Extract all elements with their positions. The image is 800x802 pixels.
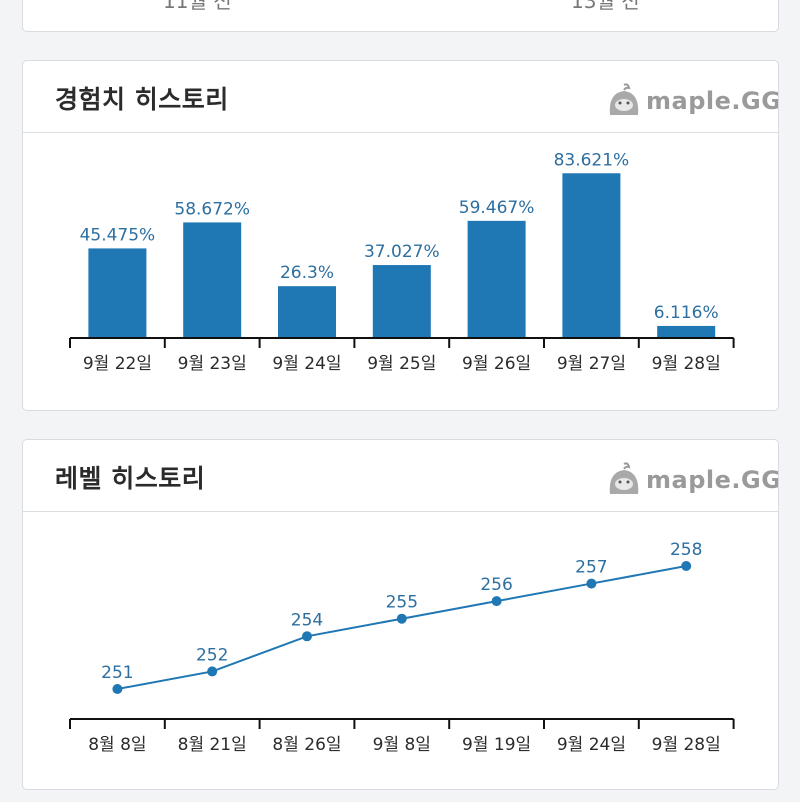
point-value-label: 258 [670, 540, 702, 560]
previous-card-left-label: 11월 전 [163, 0, 232, 13]
bar [183, 222, 242, 338]
maple-gg-logo: maple.GG [604, 81, 778, 121]
x-tick-label: 8월 26일 [272, 735, 341, 755]
level-history-card: 레벨 히스토리 maple.GG 251 252 254 255 256 257 258 8월… [22, 439, 779, 790]
maple-gg-logo: maple.GG [604, 460, 778, 500]
x-tick-label: 9월 28일 [652, 354, 721, 374]
point-value-label: 257 [575, 558, 607, 578]
mushroom-mascot-icon [609, 462, 639, 494]
bar [467, 220, 526, 338]
bar [562, 173, 621, 338]
bar [657, 325, 716, 338]
bar-value-label: 6.116% [654, 303, 719, 323]
bar-value-label: 59.467% [459, 198, 535, 218]
level-history-header: 레벨 히스토리 maple.GG [23, 440, 778, 512]
line-point [396, 613, 407, 624]
exp-history-title: 경험치 히스토리 [55, 85, 229, 114]
bar-value-label: 37.027% [364, 242, 440, 262]
bar [88, 248, 147, 338]
x-tick-label: 9월 27일 [557, 354, 626, 374]
exp-history-card: 경험치 히스토리 maple.GG 45.475% 58.672% 26.3% 37.… [22, 60, 779, 411]
line-point [491, 596, 502, 607]
previous-card-right-label: 13월 전 [571, 0, 640, 13]
point-value-label: 255 [386, 593, 418, 613]
x-tick-label: 9월 23일 [178, 354, 247, 374]
line-point [112, 684, 123, 694]
point-value-label: 252 [196, 645, 228, 665]
x-tick-label: 9월 24일 [557, 735, 626, 755]
line-point [302, 631, 312, 642]
point-value-label: 256 [480, 575, 512, 595]
bar-value-label: 45.475% [80, 225, 156, 245]
point-value-label: 254 [291, 610, 323, 630]
bar-value-label: 83.621% [554, 150, 630, 170]
line-point [586, 578, 597, 589]
exp-history-header: 경험치 히스토리 maple.GG [23, 61, 778, 133]
exp-bar-chart: 45.475% 58.672% 26.3% 37.027% 59.467% 83.621%… [69, 150, 735, 374]
x-tick-label: 9월 8일 [373, 735, 431, 755]
x-tick-label: 9월 19일 [462, 735, 531, 755]
level-line-series [117, 565, 687, 690]
logo-text: maple.GG [646, 466, 779, 494]
logo-text: maple.GG [646, 87, 779, 115]
x-tick-label: 9월 22일 [83, 354, 152, 374]
point-value-label: 251 [101, 663, 133, 683]
x-tick-label: 9월 28일 [652, 735, 721, 755]
level-line-chart: 251 252 254 255 256 257 258 8월 8일 8월 21일 8월 26일 9월… [69, 540, 735, 755]
x-tick-label: 9월 26일 [462, 354, 531, 374]
bar-value-label: 58.672% [174, 199, 250, 219]
x-tick-label: 9월 24일 [272, 354, 341, 374]
line-point [207, 666, 218, 677]
bar [278, 286, 336, 338]
level-history-title: 레벨 히스토리 [55, 464, 206, 493]
previous-card: 11월 전 13월 전 [22, 0, 779, 32]
bar-value-label: 26.3% [280, 263, 334, 283]
x-tick-label: 8월 21일 [178, 735, 247, 755]
x-tick-label: 9월 25일 [367, 354, 436, 374]
mushroom-mascot-icon [609, 83, 639, 115]
x-tick-label: 8월 8일 [88, 735, 146, 755]
bar [372, 265, 431, 338]
line-point [681, 561, 692, 571]
